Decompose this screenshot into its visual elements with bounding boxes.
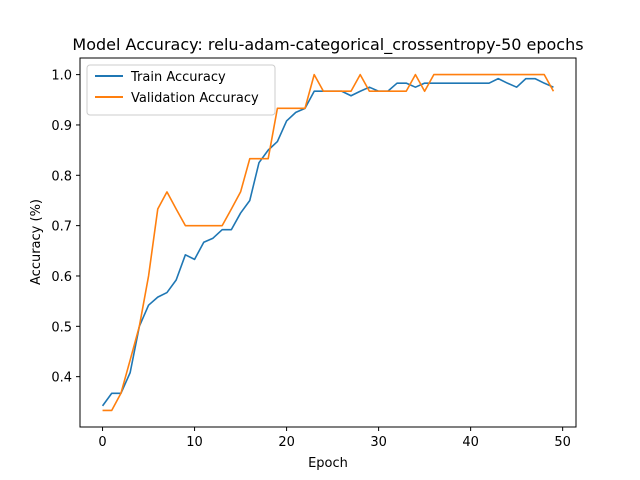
legend-box [86,64,276,116]
validation-accuracy-line [102,73,555,412]
x-axis: 0 10 20 30 40 50 [98,427,571,450]
x-tick-label: 10 [186,435,203,450]
legend-label-validation: Validation Accuracy [131,91,259,106]
legend: Train Accuracy Validation Accuracy [86,64,276,116]
y-tick-label: 0.8 [51,169,72,184]
plot-frame [79,57,577,428]
legend-label-train: Train Accuracy [130,70,226,85]
x-axis-label: Epoch [308,456,348,471]
y-tick-label: 0.9 [51,119,72,134]
y-axis-label: Accuracy (%) [29,199,44,285]
x-tick-label: 50 [554,435,571,450]
y-axis: 0.4 0.5 0.6 0.7 0.8 0.9 1.0 [51,69,80,386]
x-tick-label: 0 [98,435,106,450]
y-tick-label: 0.6 [51,270,72,285]
series-layer [101,73,555,412]
x-tick-label: 20 [278,435,295,450]
y-tick-label: 1.0 [51,69,72,84]
x-tick-label: 40 [462,435,479,450]
y-tick-label: 0.5 [51,320,72,335]
plot-area [80,58,576,427]
x-tick-label: 30 [370,435,387,450]
y-tick-label: 0.7 [51,220,72,235]
chart-title: Model Accuracy: relu-adam-categorical_cr… [72,35,583,55]
y-tick-label: 0.4 [51,371,72,386]
